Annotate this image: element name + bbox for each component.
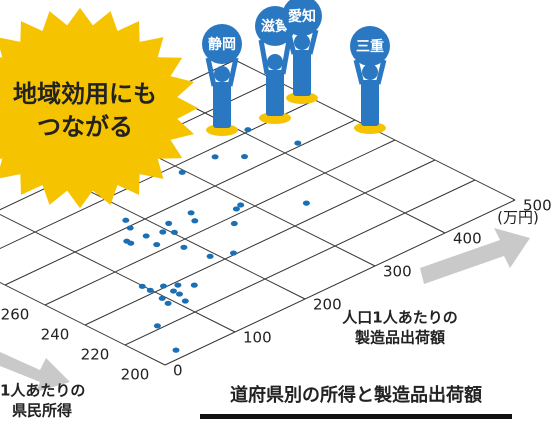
point xyxy=(138,283,146,289)
x-tick-label: 0 xyxy=(173,362,183,380)
grid-line xyxy=(124,179,476,346)
point xyxy=(206,253,214,259)
plot-area: 2002202402602803003203400100200300400500 xyxy=(0,59,552,384)
point xyxy=(127,240,135,246)
point xyxy=(176,291,183,297)
point xyxy=(159,229,167,235)
figure-body xyxy=(266,70,284,116)
point xyxy=(191,218,199,224)
figure-sign xyxy=(202,24,242,64)
point xyxy=(170,229,178,235)
grid-line xyxy=(0,281,166,366)
x-tick-label: 400 xyxy=(453,230,482,248)
point xyxy=(153,241,161,248)
point xyxy=(230,250,237,256)
point xyxy=(187,210,195,216)
point xyxy=(294,140,302,146)
point xyxy=(160,283,167,289)
y-tick-label: 260 xyxy=(1,306,30,324)
figure-arm xyxy=(205,57,217,87)
figure-arm xyxy=(280,39,292,75)
figure-label: 滋賀 xyxy=(261,18,289,35)
badge-shape xyxy=(0,7,198,209)
point xyxy=(180,244,188,250)
y-axis-label: 県民所得 xyxy=(12,402,72,420)
point xyxy=(181,298,189,304)
x-axis-arrow xyxy=(420,228,530,284)
figure-body xyxy=(361,80,379,126)
point xyxy=(122,217,130,223)
point xyxy=(244,127,252,133)
figure-arm xyxy=(227,57,239,87)
point xyxy=(211,154,219,160)
point xyxy=(174,282,182,288)
figure-arm xyxy=(375,59,387,85)
x-tick-label: 300 xyxy=(383,263,412,281)
y-axis-label: 1人あたりの xyxy=(0,382,85,400)
figure-head xyxy=(214,66,230,82)
point xyxy=(164,300,172,306)
grid-line xyxy=(0,99,316,250)
chart-title: 道府県別の所得と製造品出荷額 xyxy=(230,384,482,406)
figure-label: 愛知 xyxy=(288,8,316,25)
x-tick-label: 200 xyxy=(313,296,342,314)
figure-label: 静岡 xyxy=(208,36,236,53)
grid-line xyxy=(4,119,356,286)
title-underline xyxy=(200,414,512,419)
figure-arm xyxy=(285,29,297,55)
point xyxy=(190,282,198,288)
grid-line xyxy=(164,92,446,234)
point xyxy=(142,233,150,239)
figure-sign xyxy=(350,26,390,66)
point xyxy=(241,153,248,160)
point xyxy=(126,225,134,231)
x-tick-label: 100 xyxy=(243,329,272,347)
point xyxy=(172,347,180,353)
point xyxy=(178,169,186,175)
point xyxy=(146,287,154,293)
figure-body xyxy=(293,50,311,96)
y-axis-arrow xyxy=(0,352,70,392)
point xyxy=(237,202,245,208)
figure-body xyxy=(213,82,231,128)
figure-head xyxy=(294,34,310,50)
figure-arm xyxy=(353,59,365,85)
x-axis-unit: (万円) xyxy=(497,209,539,227)
badge-text: 地域効用にも xyxy=(13,80,157,108)
figure-arm xyxy=(307,29,319,55)
point xyxy=(232,206,240,212)
grid-line xyxy=(84,159,436,326)
x-axis-label: 製造品出荷額 xyxy=(354,329,445,347)
point xyxy=(165,220,173,226)
figure-head xyxy=(267,54,283,70)
point xyxy=(302,200,310,206)
grid-line xyxy=(164,199,516,366)
point xyxy=(170,288,177,294)
figure-label: 三重 xyxy=(356,38,384,55)
figure-head xyxy=(362,64,378,80)
point xyxy=(158,295,166,301)
x-axis-label: 人口1人あたりの xyxy=(342,309,457,327)
point xyxy=(230,220,238,227)
figure-sign xyxy=(282,0,322,36)
y-tick-label: 220 xyxy=(81,346,110,364)
y-tick-label: 200 xyxy=(121,366,150,384)
grid-line xyxy=(0,213,236,333)
point xyxy=(153,323,161,329)
x-tick-label: 500 xyxy=(523,197,552,215)
grid-line xyxy=(44,139,396,306)
figure-arm xyxy=(258,39,270,75)
badge-text: つながる xyxy=(37,113,133,141)
y-tick-label: 240 xyxy=(41,326,70,344)
